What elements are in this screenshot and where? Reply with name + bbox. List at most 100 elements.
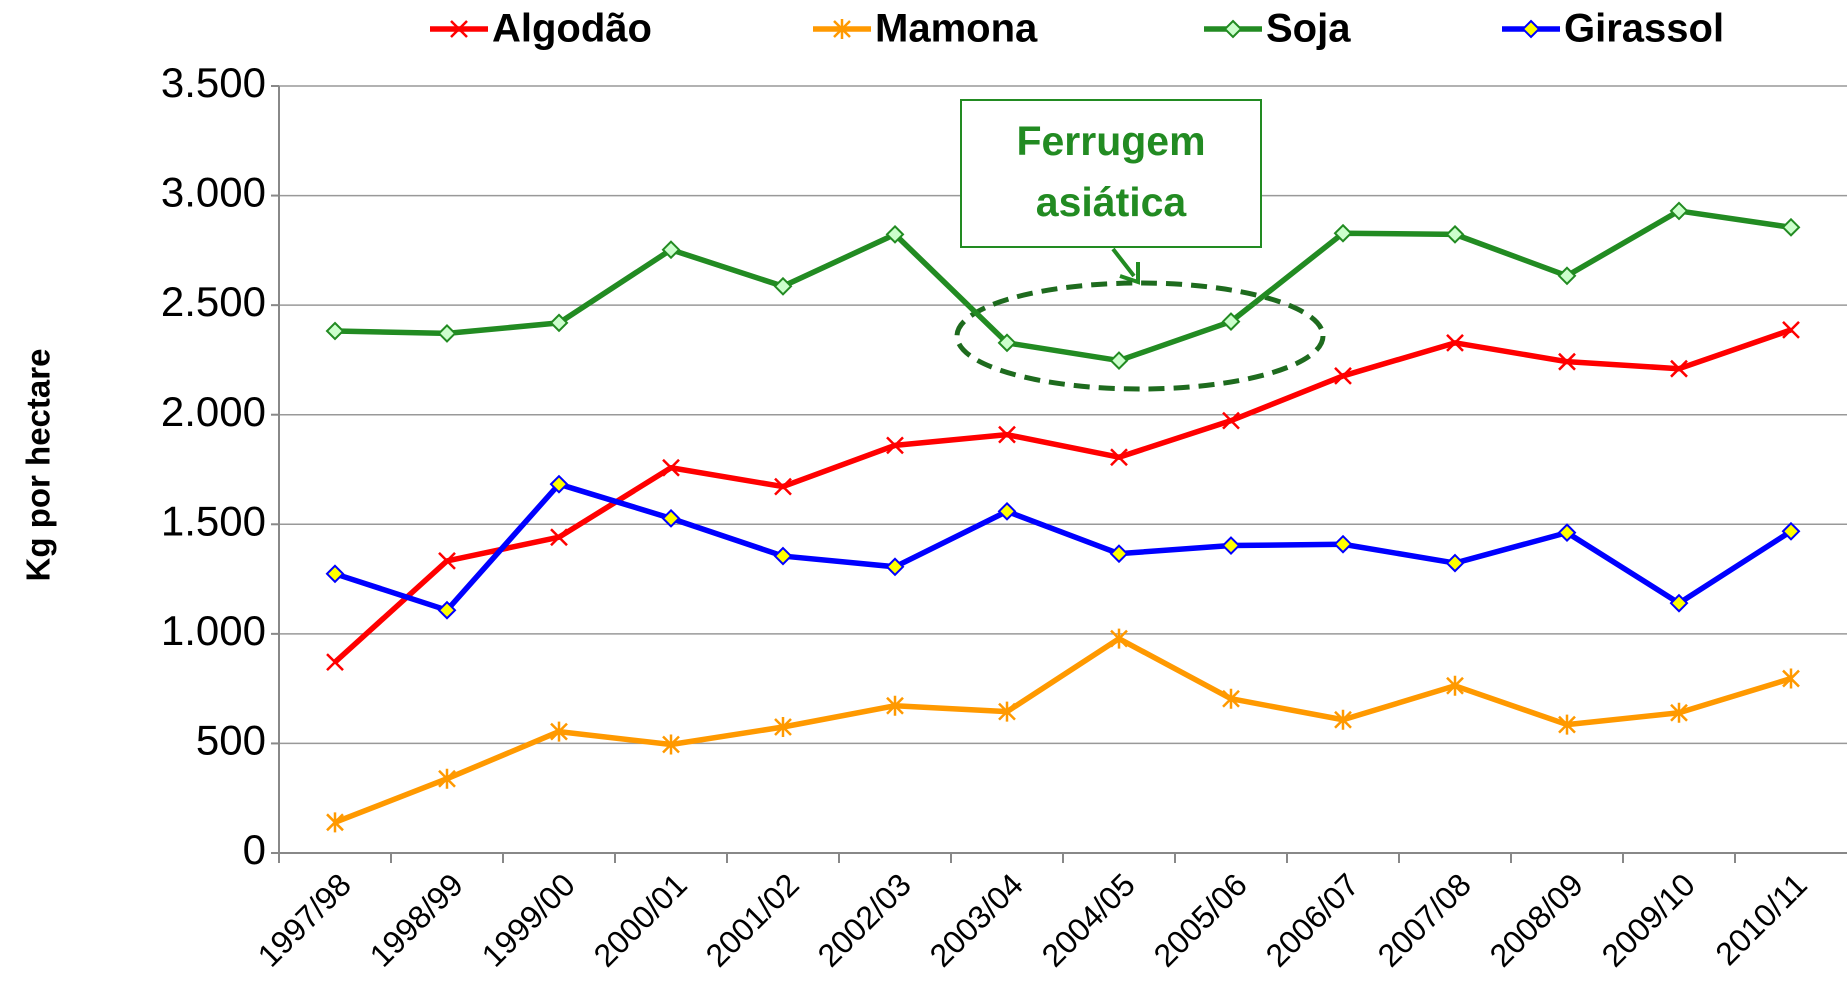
point <box>885 224 905 244</box>
point <box>998 701 1016 722</box>
y-axis-label: Kg por hectare <box>20 349 57 582</box>
point <box>1109 351 1129 371</box>
point <box>997 501 1017 521</box>
point <box>325 564 345 584</box>
y-tick-label: 2.000 <box>161 388 266 435</box>
point <box>661 508 681 528</box>
point <box>1669 201 1689 221</box>
point <box>1558 352 1576 371</box>
point <box>1110 448 1128 467</box>
point <box>1445 224 1465 244</box>
point <box>774 477 792 496</box>
point <box>886 436 904 455</box>
point <box>1446 333 1464 352</box>
point <box>549 474 569 494</box>
x-tick-label: 2009/10 <box>1595 866 1702 973</box>
x-tick-label: 2003/04 <box>923 866 1030 973</box>
annotation-box <box>960 99 1262 248</box>
y-tick-label: 0 <box>243 826 266 873</box>
point <box>326 653 344 672</box>
point <box>1670 359 1688 378</box>
x-tick-label: 2002/03 <box>811 866 918 973</box>
point <box>549 313 569 333</box>
point <box>450 20 468 38</box>
point <box>1222 688 1240 709</box>
point <box>1110 628 1128 649</box>
point <box>1782 668 1800 689</box>
annotation-arrowhead <box>1119 262 1140 285</box>
legend-label: Mamona <box>875 7 1038 51</box>
y-tick-label: 3.000 <box>161 169 266 216</box>
x-tick-label: 2007/08 <box>1371 866 1478 973</box>
x-tick-label: 2000/01 <box>587 866 694 973</box>
data <box>325 201 1801 833</box>
series-line <box>333 327 1792 665</box>
point <box>1221 312 1241 331</box>
point <box>550 721 568 742</box>
y-tick-label: 500 <box>196 717 266 764</box>
point <box>326 812 344 833</box>
x-tick-label: 2005/06 <box>1147 866 1254 973</box>
annotation-text: asiática <box>1036 179 1188 225</box>
point <box>662 734 680 755</box>
point <box>885 557 905 577</box>
point <box>886 695 904 716</box>
x-tick-label: 1997/98 <box>251 866 358 973</box>
y-tick-label: 1.500 <box>161 497 266 544</box>
point <box>1334 367 1352 385</box>
x-tick-label: 1998/99 <box>363 866 470 973</box>
point <box>773 546 793 566</box>
point <box>1669 593 1689 613</box>
series-line <box>334 635 1792 825</box>
point <box>998 425 1016 444</box>
point <box>1781 217 1801 237</box>
x-tick-label: 2004/05 <box>1035 866 1142 973</box>
point <box>1670 702 1688 723</box>
legend-label: Soja <box>1266 7 1351 51</box>
point <box>1782 321 1800 339</box>
x-tick-label: 2006/07 <box>1259 866 1366 973</box>
point <box>1557 523 1577 543</box>
annotation-arrow <box>1111 247 1136 278</box>
point <box>1781 521 1801 541</box>
point <box>1221 536 1241 555</box>
grid <box>279 85 1847 854</box>
point <box>438 768 456 789</box>
y-tick-label: 2.500 <box>161 278 266 325</box>
point <box>1109 544 1129 564</box>
point <box>773 276 793 296</box>
point <box>1333 534 1353 554</box>
y-tick-label: 3.500 <box>161 59 266 106</box>
point <box>1445 553 1465 573</box>
y-tick-label: 1.000 <box>161 607 266 654</box>
point <box>437 600 457 620</box>
point <box>662 458 680 477</box>
legend: Algodão Mamona Soja Girassol <box>430 7 1724 51</box>
point <box>1223 19 1243 39</box>
x-tick-label: 2008/09 <box>1483 866 1590 973</box>
x-tick-label: 2001/02 <box>699 866 806 973</box>
point <box>438 551 456 570</box>
point <box>550 528 568 547</box>
series-line <box>334 208 1792 364</box>
point <box>1333 223 1353 243</box>
point <box>1557 266 1577 286</box>
legend-label: Girassol <box>1564 7 1724 51</box>
legend-label: Algodão <box>492 7 652 51</box>
annotation-text: Ferrugem <box>1016 118 1205 164</box>
point <box>997 333 1017 353</box>
point <box>774 716 792 737</box>
point <box>437 323 457 343</box>
series-line <box>334 481 1793 613</box>
x-tick-label: 2010/11 <box>1708 866 1814 972</box>
point <box>1558 714 1576 735</box>
point <box>325 321 345 341</box>
point <box>1521 19 1541 39</box>
point <box>661 240 681 260</box>
point <box>1222 411 1240 430</box>
point <box>833 19 851 39</box>
point <box>1446 675 1464 696</box>
point <box>1334 709 1352 730</box>
annotation-ellipse <box>954 280 1326 392</box>
